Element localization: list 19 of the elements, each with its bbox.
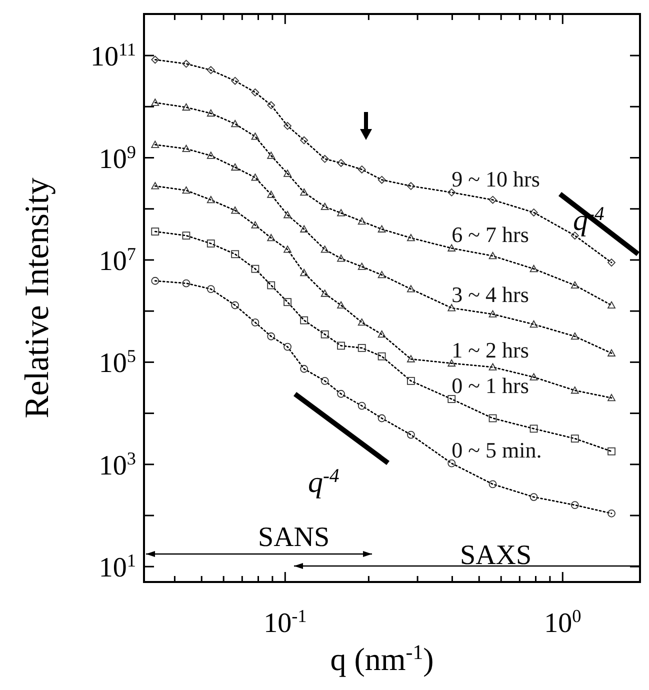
y-tick-label: 10$^{5}$: [98, 346, 136, 380]
series-label: 0 ~ 5 min.: [452, 437, 542, 462]
x-axis-title: q (nm$^{-1}$): [330, 640, 434, 677]
x-tick-label: 10$^{0}$: [544, 606, 582, 639]
series-label: 9 ~ 10 hrs: [452, 166, 540, 192]
series-label: 0 ~ 1 hrs: [452, 373, 529, 398]
annotation: q$^{-4}$: [308, 466, 340, 499]
series-label: 3 ~ 4 hrs: [452, 282, 529, 307]
y-tick-label: 10$^{7}$: [98, 244, 136, 277]
annotation: SANS: [258, 522, 330, 553]
y-tick-label: 10$^{11}$: [90, 40, 136, 73]
annotation: SAXS: [460, 540, 532, 571]
x-tick-label: 10$^{-1}$: [264, 606, 307, 639]
y-tick-label: 10$^{3}$: [98, 448, 136, 482]
series-label: 1 ~ 2 hrs: [452, 337, 529, 362]
y-tick-label: 10$^{9}$: [98, 142, 136, 175]
y-tick-label: 10$^{1}$: [98, 550, 136, 584]
y-axis-title: Relative Intensity: [19, 178, 56, 418]
series-label: 6 ~ 7 hrs: [452, 222, 529, 248]
